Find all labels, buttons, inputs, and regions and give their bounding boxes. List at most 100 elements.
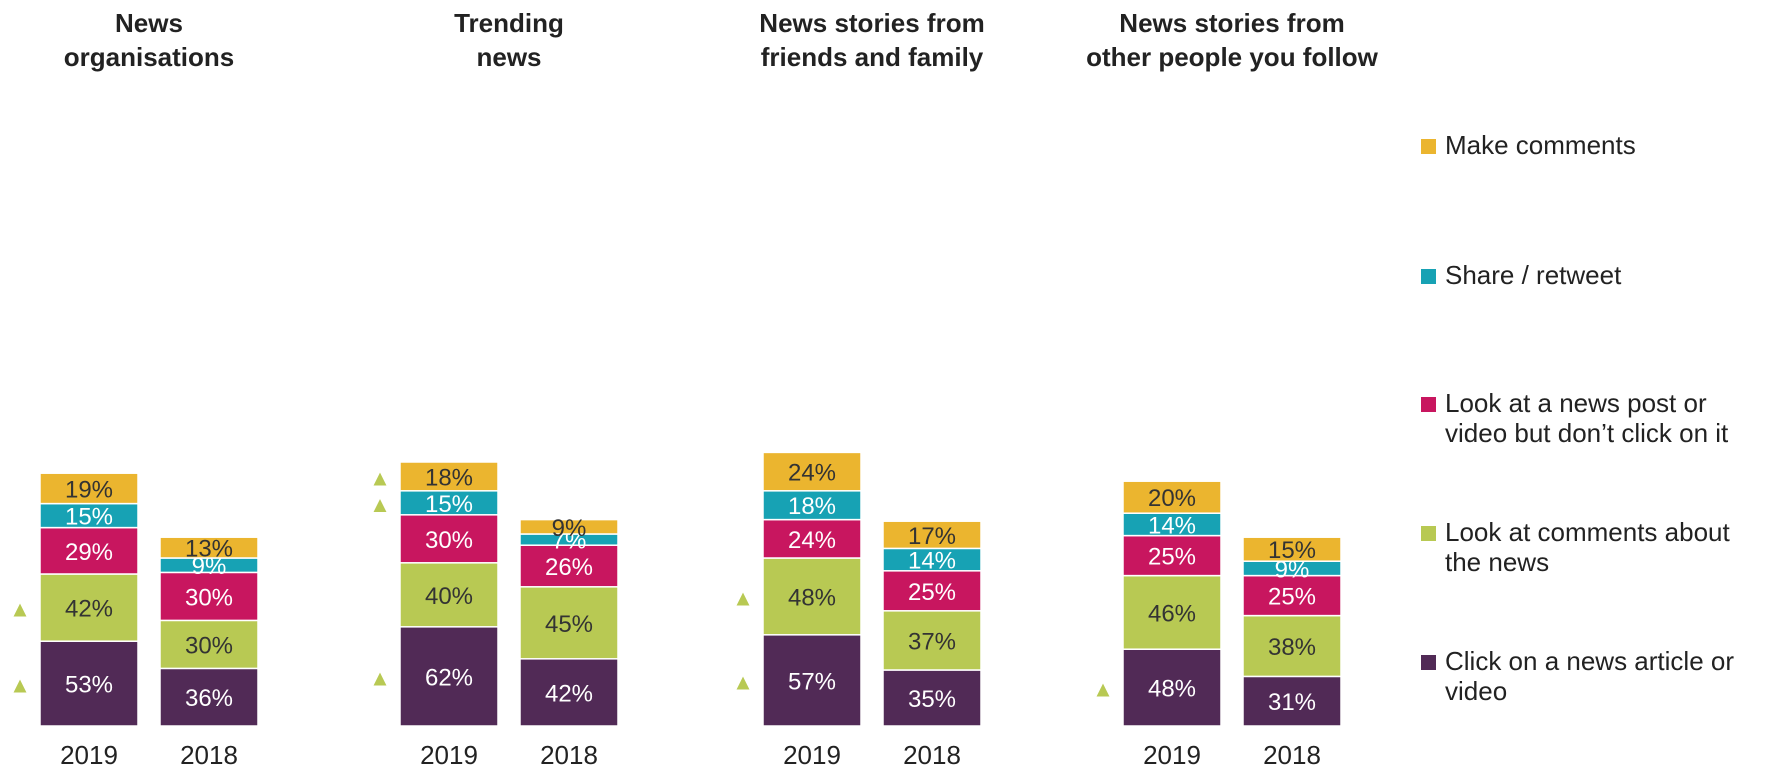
year-label: 2018 bbox=[180, 740, 238, 770]
legend-swatch bbox=[1421, 139, 1436, 154]
panel-title-line: friends and family bbox=[761, 42, 984, 72]
data-label: 26% bbox=[545, 554, 593, 581]
year-label: 2018 bbox=[540, 740, 598, 770]
year-label: 2018 bbox=[1263, 740, 1321, 770]
data-label: 31% bbox=[1268, 689, 1316, 716]
bar-segment bbox=[519, 658, 619, 727]
bar-segment bbox=[882, 570, 982, 612]
data-label: 36% bbox=[185, 685, 233, 712]
panel-title-line: News stories from bbox=[1119, 8, 1344, 38]
legend-label: Make comments bbox=[1445, 130, 1636, 160]
data-label: 29% bbox=[65, 539, 113, 566]
data-label: 15% bbox=[1268, 537, 1316, 564]
increase-marker-icon: ▲ bbox=[369, 665, 391, 690]
increase-marker-icon: ▲ bbox=[369, 465, 391, 490]
data-label: 25% bbox=[908, 579, 956, 606]
bar-segment bbox=[882, 669, 982, 727]
data-label: 38% bbox=[1268, 634, 1316, 661]
data-label: 62% bbox=[425, 664, 473, 691]
legend-label: Look at a news post or bbox=[1445, 388, 1707, 418]
bar-segment bbox=[39, 573, 139, 642]
data-label: 13% bbox=[185, 536, 233, 563]
increase-marker-icon: ▲ bbox=[9, 673, 31, 698]
data-label: 25% bbox=[1148, 544, 1196, 571]
data-label: 37% bbox=[908, 628, 956, 655]
panel-title-line: news bbox=[476, 42, 541, 72]
bar-segment bbox=[39, 640, 139, 727]
increase-marker-icon: ▲ bbox=[1092, 677, 1114, 702]
increase-marker-icon: ▲ bbox=[9, 597, 31, 622]
bar-segment bbox=[159, 536, 259, 559]
data-label: 30% bbox=[185, 584, 233, 611]
bar-segment bbox=[39, 472, 139, 505]
bar-segment bbox=[159, 619, 259, 670]
data-label: 18% bbox=[425, 464, 473, 491]
bar-segment bbox=[519, 518, 619, 535]
legend-label: Look at comments about bbox=[1445, 517, 1730, 547]
data-label: 48% bbox=[788, 584, 836, 611]
bar-segment bbox=[159, 571, 259, 622]
legend-swatch bbox=[1421, 526, 1436, 541]
legend-swatch bbox=[1421, 269, 1436, 284]
data-label: 57% bbox=[788, 668, 836, 695]
data-label: 17% bbox=[908, 523, 956, 550]
bar-segment bbox=[399, 562, 499, 628]
increase-marker-icon: ▲ bbox=[732, 669, 754, 694]
bar-segment bbox=[519, 586, 619, 660]
data-label: 20% bbox=[1148, 485, 1196, 512]
panel-title-line: Trending bbox=[454, 8, 564, 38]
bar-segment bbox=[762, 557, 862, 636]
bar-segment bbox=[399, 490, 499, 516]
bar-segment bbox=[762, 451, 862, 492]
data-label: 45% bbox=[545, 611, 593, 638]
data-label: 14% bbox=[1148, 512, 1196, 539]
data-label: 46% bbox=[1148, 600, 1196, 627]
data-label: 24% bbox=[788, 460, 836, 487]
increase-marker-icon: ▲ bbox=[369, 492, 391, 517]
legend-label: Click on a news article or bbox=[1445, 646, 1734, 676]
year-label: 2019 bbox=[60, 740, 118, 770]
bar-segment bbox=[519, 544, 619, 588]
data-label: 24% bbox=[788, 527, 836, 554]
bar-segment bbox=[1242, 536, 1342, 562]
data-label: 9% bbox=[552, 515, 587, 542]
data-label: 42% bbox=[545, 680, 593, 707]
bar-segment bbox=[1122, 648, 1222, 727]
bar-segment bbox=[762, 634, 862, 727]
data-label: 25% bbox=[1268, 584, 1316, 611]
data-label: 40% bbox=[425, 583, 473, 610]
legend-label: video but don’t click on it bbox=[1445, 418, 1729, 448]
year-label: 2019 bbox=[783, 740, 841, 770]
legend-swatch bbox=[1421, 655, 1436, 670]
data-label: 48% bbox=[1148, 676, 1196, 703]
panel-title-line: News bbox=[115, 8, 183, 38]
legend-label: video bbox=[1445, 676, 1507, 706]
bar-segment bbox=[762, 518, 862, 559]
panel-title-line: other people you follow bbox=[1086, 42, 1379, 72]
bar-segment bbox=[159, 667, 259, 727]
bar-segment bbox=[39, 502, 139, 529]
data-label: 19% bbox=[65, 476, 113, 503]
legend-label: the news bbox=[1445, 547, 1549, 577]
data-label: 14% bbox=[908, 548, 956, 575]
year-label: 2019 bbox=[420, 740, 478, 770]
bar-segment bbox=[1122, 480, 1222, 514]
data-label: 35% bbox=[908, 686, 956, 713]
bar-segment bbox=[399, 626, 499, 727]
bar-segment bbox=[399, 461, 499, 492]
bar-segment bbox=[882, 610, 982, 671]
bar-segment bbox=[882, 520, 982, 550]
data-label: 18% bbox=[788, 493, 836, 520]
data-label: 42% bbox=[65, 596, 113, 623]
increase-marker-icon: ▲ bbox=[732, 585, 754, 610]
legend-label: Share / retweet bbox=[1445, 260, 1622, 290]
data-label: 30% bbox=[185, 632, 233, 659]
legend-swatch bbox=[1421, 397, 1436, 412]
year-label: 2019 bbox=[1143, 740, 1201, 770]
data-label: 53% bbox=[65, 672, 113, 699]
panel-title-line: News stories from bbox=[759, 8, 984, 38]
bar-segment bbox=[1242, 675, 1342, 727]
panel-title-line: organisations bbox=[64, 42, 234, 72]
